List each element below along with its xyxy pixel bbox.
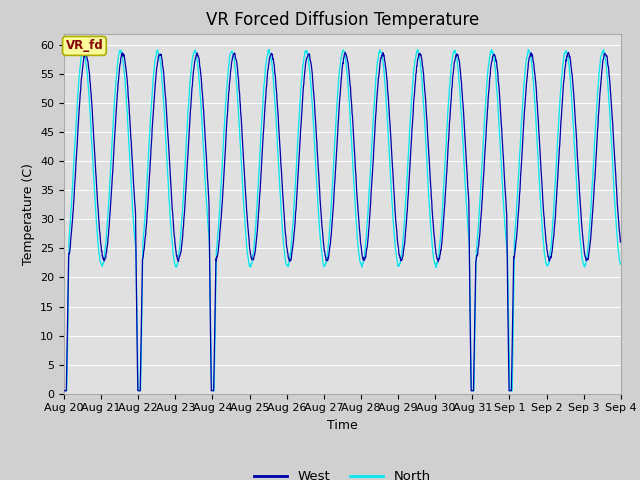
X-axis label: Time: Time <box>327 419 358 432</box>
Text: VR_fd: VR_fd <box>65 39 103 52</box>
Y-axis label: Temperature (C): Temperature (C) <box>22 163 35 264</box>
Title: VR Forced Diffusion Temperature: VR Forced Diffusion Temperature <box>206 11 479 29</box>
Legend: West, North: West, North <box>249 465 436 480</box>
